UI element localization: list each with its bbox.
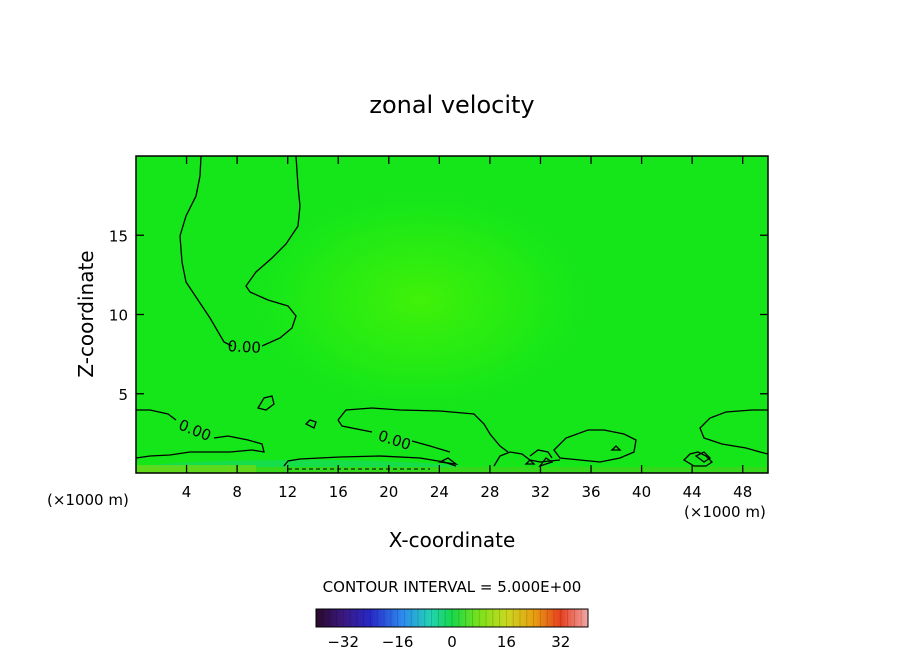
y-tick-label: 5: [118, 386, 128, 404]
x-tick-label: 40: [632, 483, 651, 501]
positive-velocity-region: [235, 180, 605, 420]
colorbar-tick-label: 32: [551, 633, 570, 651]
contour-interval-text: CONTOUR INTERVAL = 5.000E+00: [323, 578, 582, 596]
chart-title: zonal velocity: [369, 91, 534, 119]
x-tick-label: 20: [379, 483, 398, 501]
contour-lower-right: [553, 409, 768, 463]
contour-label-upper: 0.00: [227, 337, 261, 357]
colorbar-ticks: −32 −16 0 16 32: [327, 633, 570, 651]
contour-lower-middle: [283, 407, 509, 467]
x-tick-label: 32: [531, 483, 550, 501]
x-tick-label: 16: [329, 483, 348, 501]
x-tick-label: 24: [430, 483, 449, 501]
plot-area: 0.00 0.00 0.00: [136, 156, 768, 473]
contour-small-features: [256, 395, 714, 468]
colorbar-tick-label: 16: [497, 633, 516, 651]
colorbar: −32 −16 0 16 32: [315, 608, 589, 651]
surface-layer: [136, 467, 768, 473]
x-ticks: 4 8 12 16 20 24 28 32 36 40 44 48: [182, 156, 752, 501]
y-tick-label: 10: [109, 307, 128, 325]
x-tick-label: 36: [581, 483, 600, 501]
y-ticks: 5 10 15: [109, 227, 768, 404]
x-axis-label: X-coordinate: [389, 528, 516, 552]
y-tick-label: 15: [109, 227, 128, 245]
x-unit-left: (×1000 m): [47, 491, 129, 509]
surface-layer-left: [136, 465, 256, 473]
x-tick-label: 4: [182, 483, 192, 501]
x-tick-label: 48: [733, 483, 752, 501]
contour-lines: [136, 156, 768, 470]
x-unit-right: (×1000 m): [684, 503, 766, 521]
colorbar-segments: [322, 609, 582, 627]
contour-lower-left: [136, 409, 265, 459]
colorbar-tick-label: −16: [382, 633, 414, 651]
contour-upper-left: [179, 156, 301, 347]
x-tick-label: 44: [683, 483, 702, 501]
x-tick-label: 28: [480, 483, 499, 501]
colorbar-tick-label: −32: [327, 633, 359, 651]
y-axis-label: Z-coordinate: [74, 250, 98, 377]
colorbar-fill: [316, 609, 588, 627]
x-tick-label: 8: [232, 483, 242, 501]
colorbar-frame: [315, 608, 589, 628]
colorbar-tick-label: 0: [447, 633, 457, 651]
x-tick-label: 12: [278, 483, 297, 501]
